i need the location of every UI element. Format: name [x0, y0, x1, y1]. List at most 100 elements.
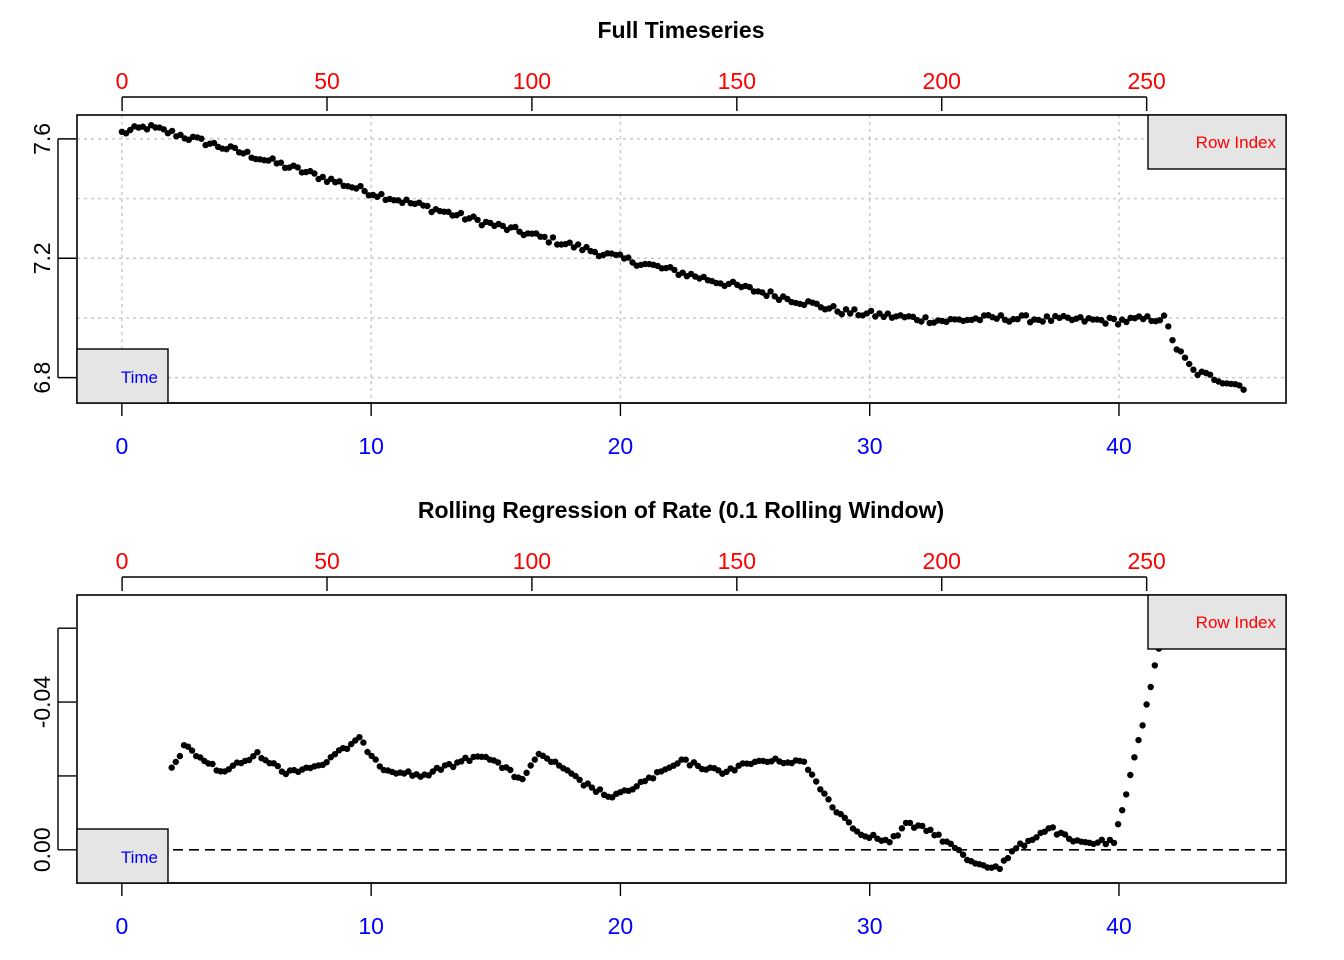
- data-point: [445, 208, 452, 215]
- tick-label-top: 100: [513, 68, 551, 94]
- data-point: [1169, 337, 1176, 344]
- data-point: [177, 131, 184, 138]
- data-point: [1012, 845, 1020, 852]
- data-point: [531, 756, 538, 763]
- data-point: [507, 766, 514, 774]
- data-point: [1156, 317, 1164, 324]
- data-point: [566, 239, 573, 246]
- data-point: [1004, 854, 1012, 862]
- data-point: [545, 239, 552, 246]
- data-point: [360, 739, 367, 746]
- data-point: [405, 768, 412, 775]
- data-point: [1139, 722, 1146, 729]
- data-point: [588, 784, 596, 791]
- data-point: [127, 126, 134, 134]
- tick-label-top: 200: [923, 548, 961, 574]
- tick-label-top: 250: [1127, 548, 1165, 574]
- tick-label-bottom: 30: [857, 913, 883, 939]
- data-point: [837, 810, 844, 818]
- tick-label-top: 150: [718, 68, 756, 94]
- data-point: [336, 178, 343, 185]
- tick-label-top: 50: [314, 548, 340, 574]
- data-point: [343, 745, 351, 752]
- data-point: [168, 127, 176, 135]
- data-point: [808, 771, 816, 778]
- data-point: [429, 768, 436, 775]
- legend-label: Time: [121, 848, 158, 867]
- legend-row-index: Row Index: [1147, 114, 1287, 170]
- data-point: [927, 826, 934, 833]
- data-point: [523, 769, 530, 776]
- data-point: [1123, 791, 1130, 798]
- data-point: [541, 233, 548, 241]
- data-point: [1131, 754, 1138, 761]
- tick-label-top: 250: [1127, 68, 1165, 94]
- data-point: [633, 783, 640, 790]
- data-point: [1061, 831, 1069, 838]
- tick-label-bottom: 10: [358, 913, 384, 939]
- data-point: [996, 865, 1003, 873]
- tick-label-bottom: 30: [857, 433, 883, 459]
- tick-label-bottom: 0: [115, 433, 128, 459]
- data-point: [403, 196, 410, 203]
- data-point: [867, 307, 875, 315]
- data-point: [870, 831, 877, 839]
- legend-label: Row Index: [1196, 613, 1277, 632]
- data-point: [1049, 824, 1057, 831]
- data-point: [825, 796, 832, 803]
- tick-label-bottom: 10: [358, 433, 384, 459]
- bottom-axis: 0 10 20 30 40: [115, 402, 1132, 459]
- data-point: [1147, 683, 1154, 691]
- data-point: [364, 748, 371, 756]
- data-point: [922, 314, 929, 321]
- tick-label-left: -0.04: [29, 676, 55, 729]
- data-point: [1160, 312, 1168, 319]
- data-point: [1102, 320, 1109, 327]
- data-point: [1177, 348, 1185, 355]
- data-point: [176, 752, 184, 760]
- tick-label-bottom: 20: [608, 433, 634, 459]
- data-point: [311, 170, 318, 177]
- tick-label-top: 50: [314, 68, 340, 94]
- data-point: [771, 293, 778, 300]
- data-point: [821, 790, 828, 797]
- data-point: [210, 139, 218, 147]
- tick-label-bottom: 0: [115, 913, 128, 939]
- data-point: [277, 159, 285, 166]
- data-point: [1077, 314, 1084, 321]
- tick-label-bottom: 40: [1106, 433, 1132, 459]
- data-point: [841, 814, 848, 821]
- legend-time: Time: [76, 348, 169, 404]
- data-point: [997, 312, 1005, 319]
- tick-label-left: 7.6: [29, 123, 55, 155]
- data-point: [830, 303, 837, 310]
- data-point: [1033, 834, 1040, 841]
- data-point: [763, 292, 770, 299]
- data-point: [274, 762, 281, 770]
- data-point: [804, 766, 812, 773]
- data-point: [1114, 321, 1122, 328]
- bottom-axis: 0 10 20 30 40: [115, 882, 1132, 939]
- data-point: [269, 155, 276, 162]
- data-point: [746, 283, 753, 291]
- data-point: [246, 756, 253, 764]
- data-point: [671, 266, 678, 274]
- tick-label-left: 0.00: [29, 827, 55, 872]
- data-point: [519, 775, 526, 783]
- data-points: [118, 122, 1247, 393]
- data-point: [1240, 386, 1247, 393]
- panel-rolling-regression: Rolling Regression of Rate (0.1 Rolling …: [29, 497, 1287, 939]
- data-point: [254, 749, 261, 756]
- data-point: [906, 819, 914, 827]
- data-point: [674, 760, 681, 767]
- data-point: [425, 772, 432, 779]
- panel-full-timeseries: Full Timeseries 0 50 100 150 200 250 0 10 20 30 4…: [29, 17, 1287, 459]
- data-point: [225, 766, 232, 773]
- tick-label-left: 6.8: [29, 362, 55, 394]
- data-point: [1110, 315, 1118, 323]
- data-point: [845, 819, 853, 826]
- data-point: [884, 310, 891, 317]
- data-point: [250, 753, 257, 760]
- data-point: [959, 851, 967, 858]
